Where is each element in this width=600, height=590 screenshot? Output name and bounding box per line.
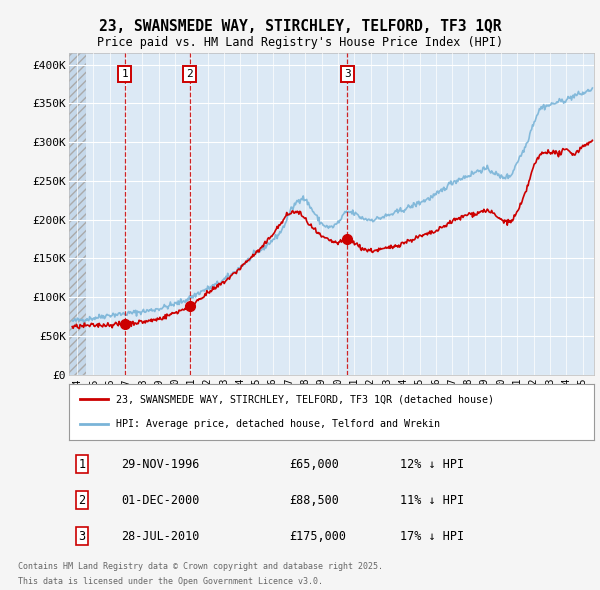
- Text: 3: 3: [79, 530, 86, 543]
- Text: 28-JUL-2010: 28-JUL-2010: [121, 530, 200, 543]
- Text: £65,000: £65,000: [290, 458, 340, 471]
- Text: £88,500: £88,500: [290, 494, 340, 507]
- Text: 29-NOV-1996: 29-NOV-1996: [121, 458, 200, 471]
- Text: 1: 1: [79, 458, 86, 471]
- Text: 12% ↓ HPI: 12% ↓ HPI: [400, 458, 464, 471]
- Text: 17% ↓ HPI: 17% ↓ HPI: [400, 530, 464, 543]
- Text: 23, SWANSMEDE WAY, STIRCHLEY, TELFORD, TF3 1QR: 23, SWANSMEDE WAY, STIRCHLEY, TELFORD, T…: [99, 19, 501, 34]
- Text: 01-DEC-2000: 01-DEC-2000: [121, 494, 200, 507]
- Text: 2: 2: [79, 494, 86, 507]
- Text: 23, SWANSMEDE WAY, STIRCHLEY, TELFORD, TF3 1QR (detached house): 23, SWANSMEDE WAY, STIRCHLEY, TELFORD, T…: [116, 394, 494, 404]
- Text: 3: 3: [344, 69, 350, 79]
- Text: 2: 2: [187, 69, 193, 79]
- Text: £175,000: £175,000: [290, 530, 347, 543]
- Text: 11% ↓ HPI: 11% ↓ HPI: [400, 494, 464, 507]
- Text: This data is licensed under the Open Government Licence v3.0.: This data is licensed under the Open Gov…: [18, 576, 323, 586]
- Text: Contains HM Land Registry data © Crown copyright and database right 2025.: Contains HM Land Registry data © Crown c…: [18, 562, 383, 571]
- Bar: [69, 53, 86, 375]
- Text: HPI: Average price, detached house, Telford and Wrekin: HPI: Average price, detached house, Telf…: [116, 419, 440, 429]
- Text: 1: 1: [121, 69, 128, 79]
- Text: Price paid vs. HM Land Registry's House Price Index (HPI): Price paid vs. HM Land Registry's House …: [97, 36, 503, 49]
